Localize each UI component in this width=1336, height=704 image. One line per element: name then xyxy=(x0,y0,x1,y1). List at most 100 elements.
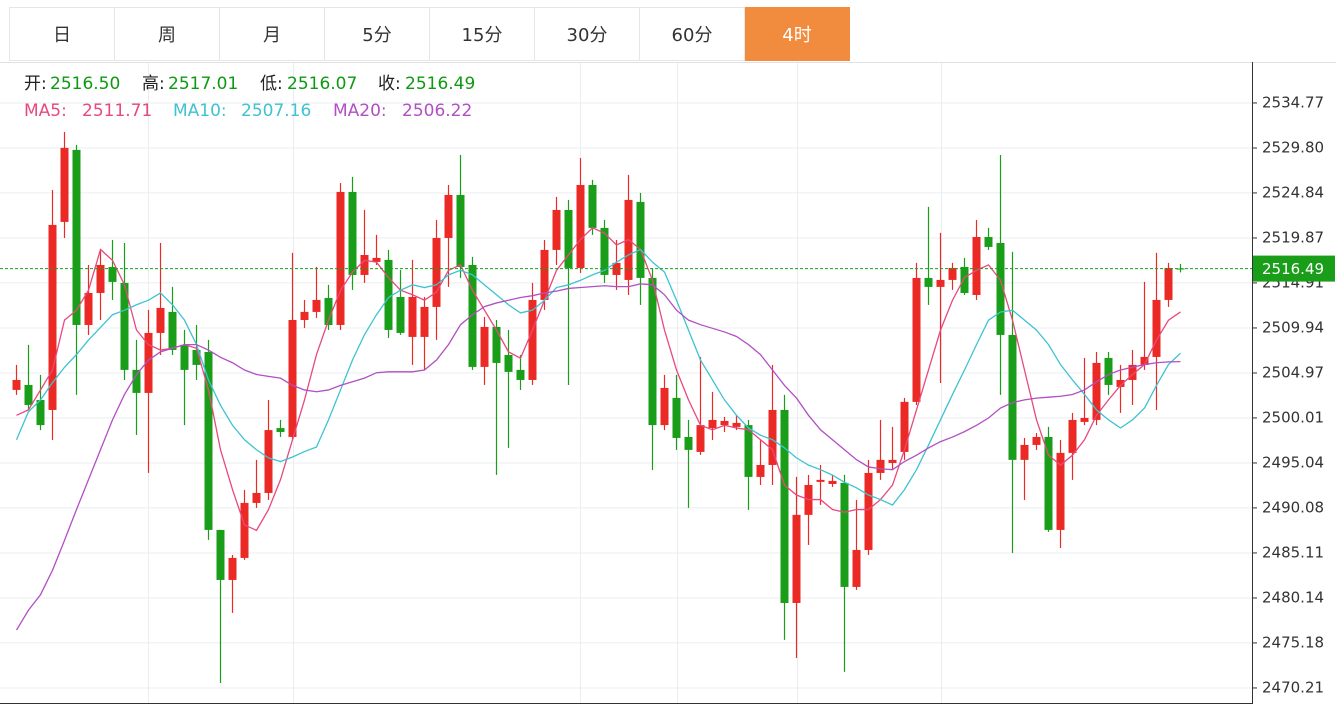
candle-body xyxy=(324,297,333,325)
candle-body xyxy=(60,147,69,222)
candle-body xyxy=(120,282,129,370)
candle-body xyxy=(360,255,369,275)
candle-body xyxy=(48,224,57,410)
ohlc-value: 2517.01 xyxy=(168,74,238,94)
candle-body xyxy=(180,344,189,370)
legend-name: MA20: xyxy=(333,101,387,121)
candle-body xyxy=(696,425,705,452)
candle-body xyxy=(300,311,309,320)
candle-body xyxy=(240,502,249,558)
ohlc-label: 高: xyxy=(142,74,165,94)
last-price-box xyxy=(1253,255,1335,282)
candle-body xyxy=(840,482,849,587)
ohlc-value: 2516.07 xyxy=(287,74,357,94)
candle-body xyxy=(912,277,921,402)
candle-body xyxy=(816,479,825,482)
candle-body xyxy=(792,514,801,603)
y-tick-label: 2509.94 xyxy=(1262,318,1324,336)
candle-body xyxy=(132,369,141,393)
y-tick-label: 2485.11 xyxy=(1262,543,1324,561)
candle-body xyxy=(468,264,477,367)
candle-body xyxy=(228,557,237,580)
y-tick-label: 2480.14 xyxy=(1262,588,1324,606)
candle-body xyxy=(12,379,21,390)
ma-line xyxy=(15,283,1181,631)
candle-body xyxy=(1128,364,1137,380)
period-tab[interactable]: 15分 xyxy=(430,7,535,61)
y-tick-label: 2524.84 xyxy=(1262,183,1324,201)
candle-body xyxy=(1092,362,1101,420)
y-tick-label: 2495.04 xyxy=(1262,453,1324,471)
candle-body xyxy=(408,296,417,337)
candle-body xyxy=(552,209,561,250)
candle-body xyxy=(900,401,909,452)
candle-body xyxy=(1068,419,1077,453)
legend-value: 2507.16 xyxy=(241,101,311,121)
candle-body xyxy=(864,472,873,550)
candle-body xyxy=(948,267,957,280)
y-tick-label: 2534.77 xyxy=(1262,93,1324,111)
candle-body xyxy=(516,369,525,380)
ohlc-value: 2516.50 xyxy=(50,74,120,94)
candle-body xyxy=(996,242,1005,335)
candle-body xyxy=(492,326,501,363)
candle-body xyxy=(348,191,357,275)
candle-body xyxy=(1104,357,1113,385)
candle-body xyxy=(72,149,81,325)
ohlc-label: 收: xyxy=(378,74,401,94)
candle-body xyxy=(540,249,549,300)
candle-body xyxy=(1056,452,1065,530)
ma-line xyxy=(15,248,1181,506)
candle-body xyxy=(600,227,609,275)
period-tab[interactable]: 60分 xyxy=(640,7,745,61)
candle-body xyxy=(108,266,117,282)
candle-body xyxy=(1080,417,1089,422)
period-tabs: 日周月 5分 15分 30分 60分 4时 xyxy=(9,7,850,61)
candle-body xyxy=(780,409,789,603)
candle-body xyxy=(648,277,657,426)
y-tick-label: 2504.97 xyxy=(1262,363,1324,381)
candle-body xyxy=(756,464,765,477)
candle-body xyxy=(828,480,837,484)
candle-body xyxy=(192,349,201,365)
candle-body xyxy=(588,184,597,228)
candle-body xyxy=(576,184,585,268)
candle-body xyxy=(444,194,453,238)
period-tab[interactable]: 日 xyxy=(9,7,115,61)
period-tab[interactable]: 4时 xyxy=(745,7,850,61)
candle-body xyxy=(1140,356,1149,365)
y-tick-label: 2529.80 xyxy=(1262,138,1324,156)
candle-body xyxy=(504,354,513,372)
candle-body xyxy=(372,257,381,262)
y-tick-label: 2470.21 xyxy=(1262,678,1324,696)
candle-body xyxy=(36,399,45,426)
candle-body xyxy=(984,236,993,247)
legend-name: MA5: xyxy=(24,101,67,121)
legend-name: MA10: xyxy=(173,101,227,121)
period-tab[interactable]: 5分 xyxy=(325,7,430,61)
candle-body xyxy=(660,387,669,426)
period-tab[interactable]: 30分 xyxy=(535,7,640,61)
candle-body xyxy=(672,397,681,438)
ohlc-value: 2516.49 xyxy=(405,74,475,94)
candle-body xyxy=(924,277,933,287)
y-tick-label: 2490.08 xyxy=(1262,498,1324,516)
candle-body xyxy=(288,319,297,437)
candle-body xyxy=(720,420,729,426)
legend-value: 2511.71 xyxy=(82,101,152,121)
candle-body xyxy=(768,409,777,465)
legend-value: 2506.22 xyxy=(402,101,472,121)
ohlc-label: 低: xyxy=(260,74,283,94)
candle-body xyxy=(636,201,645,278)
candle-body xyxy=(528,299,537,380)
period-tab[interactable]: 月 xyxy=(220,7,325,61)
candle-body xyxy=(24,384,33,405)
candle-body xyxy=(216,529,225,580)
candle-body xyxy=(732,422,741,427)
period-tab[interactable]: 周 xyxy=(115,7,220,61)
candle-body xyxy=(960,266,969,293)
candle-body xyxy=(852,549,861,587)
ohlc-label: 开: xyxy=(24,74,47,94)
